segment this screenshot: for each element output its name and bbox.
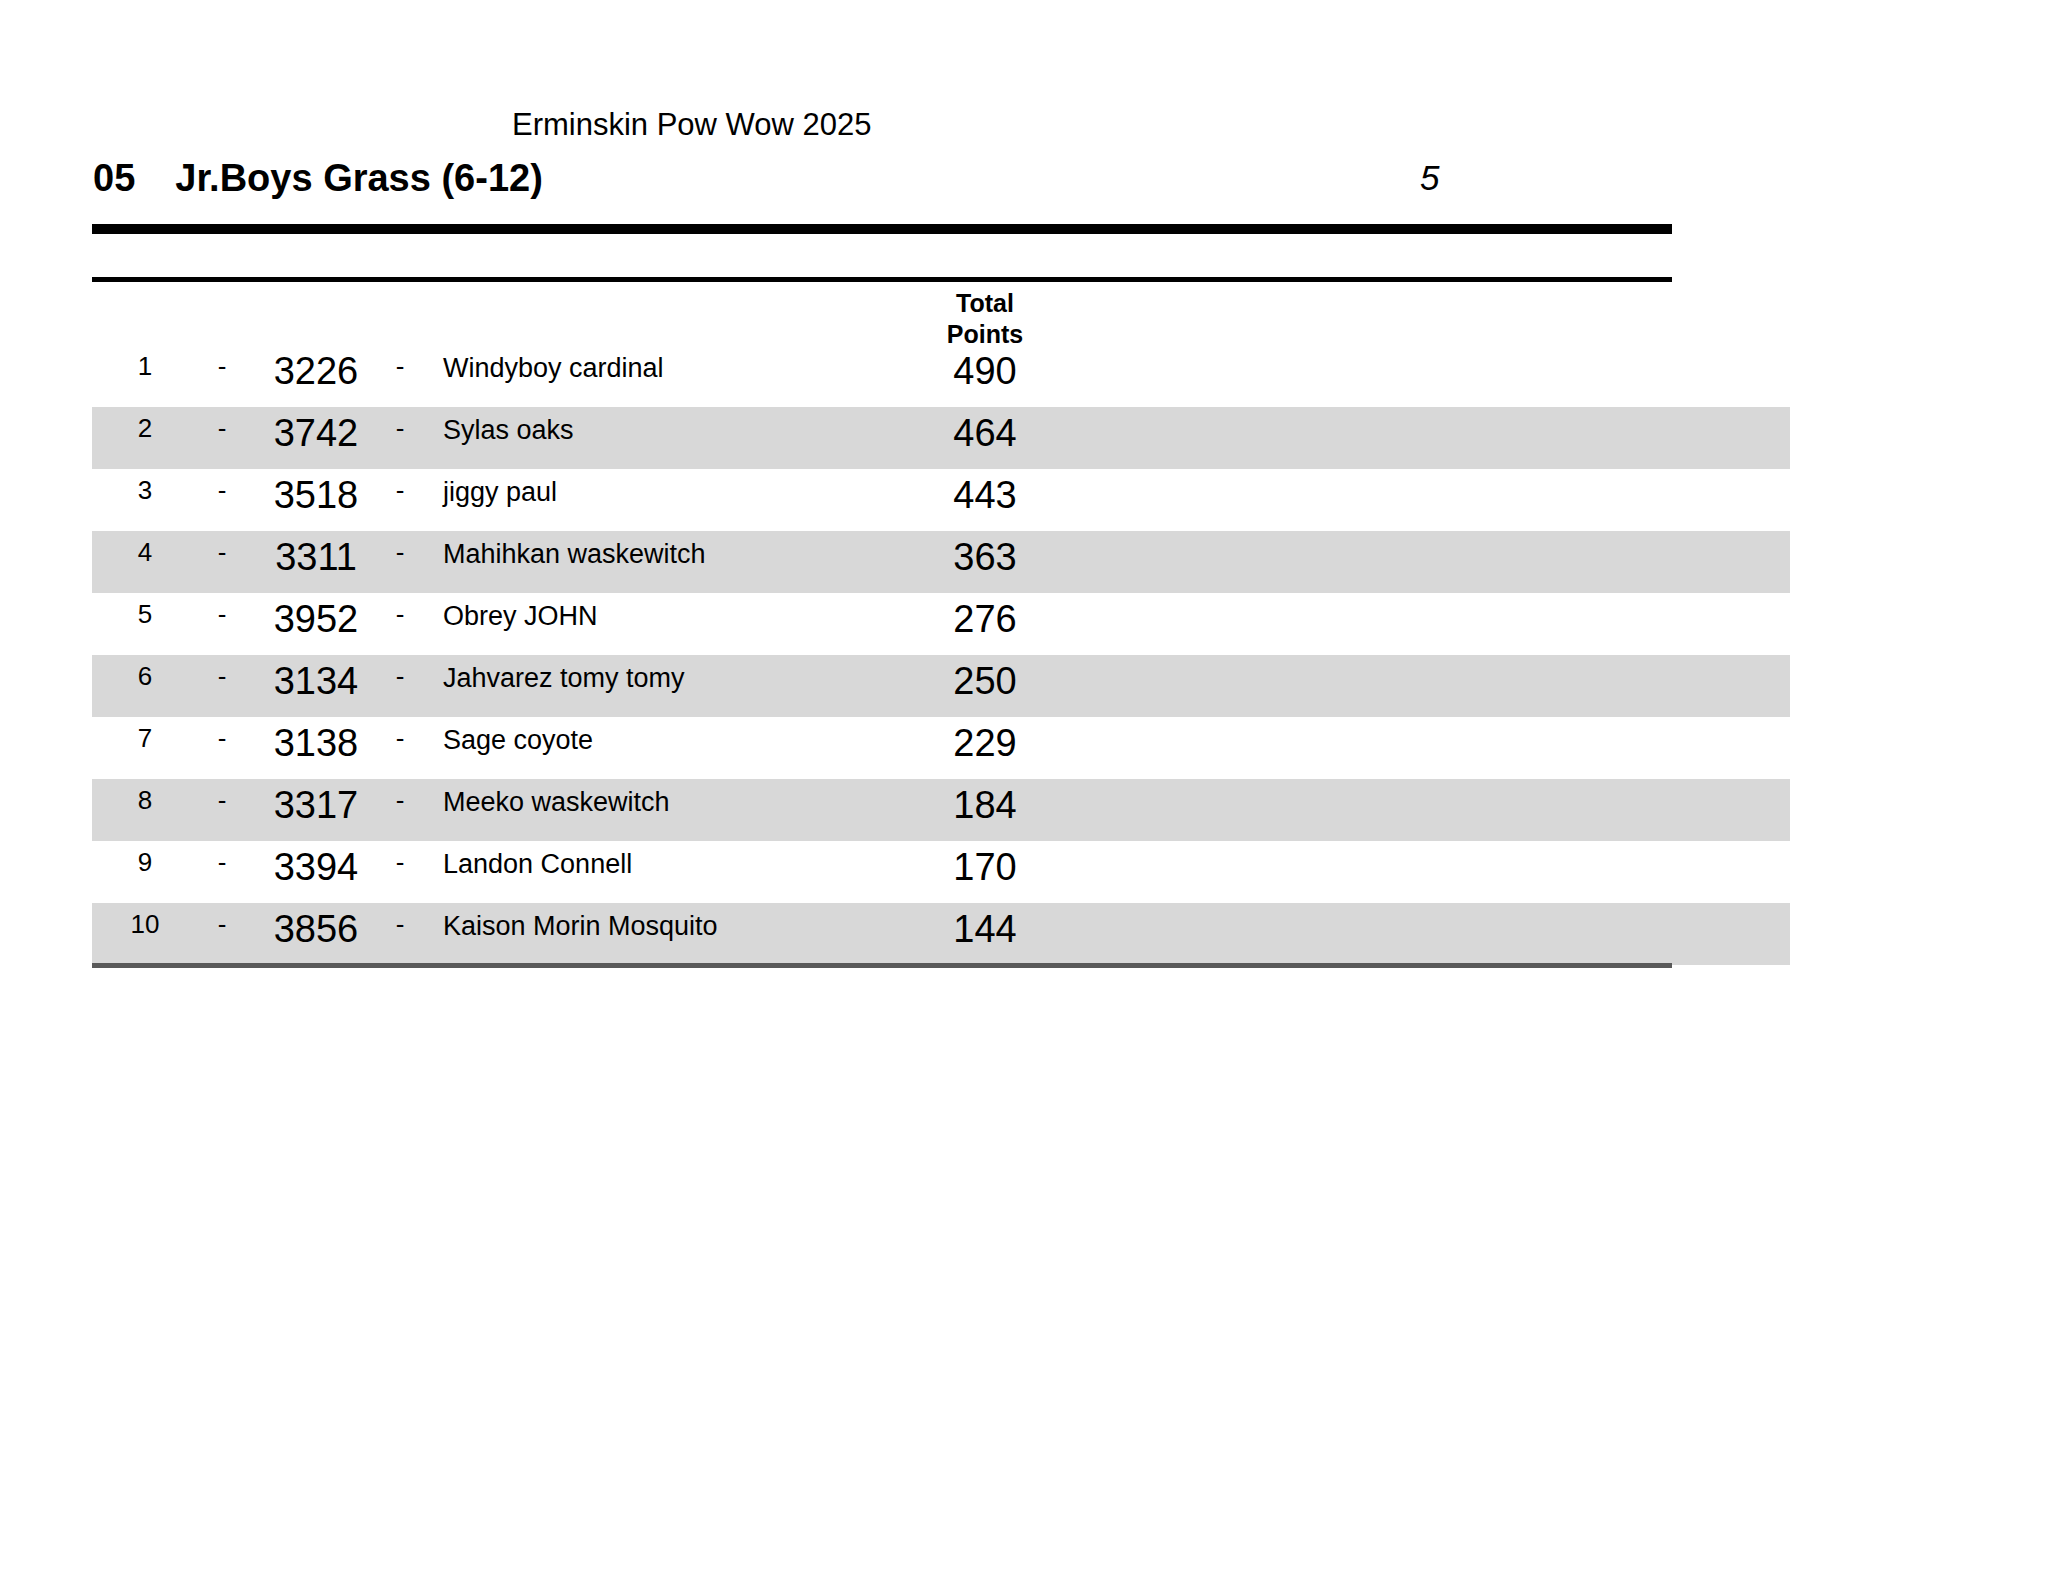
table-row: 3-3518-jiggy paul443 xyxy=(92,469,1790,531)
table-row: 6-3134-Jahvarez tomy tomy250 xyxy=(92,655,1790,717)
separator-dash: - xyxy=(392,413,408,444)
rank-cell: 10 xyxy=(105,909,185,940)
separator-dash: - xyxy=(392,475,408,506)
rank-cell: 8 xyxy=(105,785,185,816)
rank-cell: 2 xyxy=(105,413,185,444)
category-number: 05 xyxy=(93,156,135,202)
table-row: 8-3317-Meeko waskewitch184 xyxy=(92,779,1790,841)
separator-dash: - xyxy=(392,351,408,382)
table-row: 1-3226-Windyboy cardinal490 xyxy=(92,345,1790,407)
separator-dash: - xyxy=(214,351,230,382)
separator-dash: - xyxy=(214,413,230,444)
total-points-value: 464 xyxy=(905,411,1065,457)
separator-dash: - xyxy=(214,909,230,940)
contestant-number: 3311 xyxy=(241,535,391,581)
separator-dash: - xyxy=(214,847,230,878)
total-points-value: 276 xyxy=(905,597,1065,643)
page-number: 5 xyxy=(1420,157,1439,199)
separator-dash: - xyxy=(214,537,230,568)
contestant-number: 3394 xyxy=(241,845,391,891)
contestant-name: Sylas oaks xyxy=(443,414,574,446)
total-points-value: 144 xyxy=(905,907,1065,953)
separator-dash: - xyxy=(392,661,408,692)
event-title: Erminskin Pow Wow 2025 xyxy=(512,106,872,143)
table-row: 5-3952-Obrey JOHN276 xyxy=(92,593,1790,655)
separator-dash: - xyxy=(392,847,408,878)
contestant-number: 3952 xyxy=(241,597,391,643)
rank-cell: 1 xyxy=(105,351,185,382)
total-points-value: 443 xyxy=(905,473,1065,519)
contestant-number: 3518 xyxy=(241,473,391,519)
separator-dash: - xyxy=(392,785,408,816)
table-rows: 1-3226-Windyboy cardinal4902-3742-Sylas … xyxy=(92,345,1790,965)
separator-dash: - xyxy=(214,475,230,506)
total-points-value: 363 xyxy=(905,535,1065,581)
contestant-name: Sage coyote xyxy=(443,724,593,756)
table-row: 2-3742-Sylas oaks464 xyxy=(92,407,1790,469)
contestant-number: 3134 xyxy=(241,659,391,705)
title-rule xyxy=(92,224,1672,234)
table-row: 7-3138-Sage coyote229 xyxy=(92,717,1790,779)
contestant-number: 3856 xyxy=(241,907,391,953)
separator-dash: - xyxy=(214,599,230,630)
contestant-name: Obrey JOHN xyxy=(443,600,598,632)
total-points-value: 490 xyxy=(905,349,1065,395)
total-points-value: 250 xyxy=(905,659,1065,705)
rank-cell: 3 xyxy=(105,475,185,506)
contestant-name: jiggy paul xyxy=(443,476,557,508)
separator-dash: - xyxy=(392,909,408,940)
table-top-rule xyxy=(92,277,1672,282)
contestant-name: Jahvarez tomy tomy xyxy=(443,662,685,694)
contestant-number: 3742 xyxy=(241,411,391,457)
total-points-column-header: Total Points xyxy=(885,288,1085,349)
table-bottom-rule xyxy=(92,963,1672,968)
results-page: Erminskin Pow Wow 2025 05 Jr.Boys Grass … xyxy=(0,0,2048,1583)
separator-dash: - xyxy=(214,661,230,692)
table-row: 10-3856-Kaison Morin Mosquito144 xyxy=(92,903,1790,965)
contestant-name: Landon Connell xyxy=(443,848,632,880)
rank-cell: 6 xyxy=(105,661,185,692)
category-name: Jr.Boys Grass (6-12) xyxy=(175,156,543,202)
rank-cell: 9 xyxy=(105,847,185,878)
table-row: 4-3311-Mahihkan waskewitch363 xyxy=(92,531,1790,593)
separator-dash: - xyxy=(392,537,408,568)
contestant-number: 3317 xyxy=(241,783,391,829)
total-points-value: 170 xyxy=(905,845,1065,891)
total-points-value: 184 xyxy=(905,783,1065,829)
rank-cell: 4 xyxy=(105,537,185,568)
contestant-name: Windyboy cardinal xyxy=(443,352,664,384)
table-row: 9-3394-Landon Connell170 xyxy=(92,841,1790,903)
separator-dash: - xyxy=(214,723,230,754)
contestant-name: Mahihkan waskewitch xyxy=(443,538,706,570)
separator-dash: - xyxy=(214,785,230,816)
contestant-name: Kaison Morin Mosquito xyxy=(443,910,718,942)
rank-cell: 5 xyxy=(105,599,185,630)
total-points-value: 229 xyxy=(905,721,1065,767)
total-points-header-line1: Total xyxy=(885,288,1085,319)
separator-dash: - xyxy=(392,723,408,754)
separator-dash: - xyxy=(392,599,408,630)
contestant-number: 3138 xyxy=(241,721,391,767)
category-line: 05 Jr.Boys Grass (6-12) xyxy=(93,156,543,202)
contestant-name: Meeko waskewitch xyxy=(443,786,670,818)
rank-cell: 7 xyxy=(105,723,185,754)
contestant-number: 3226 xyxy=(241,349,391,395)
